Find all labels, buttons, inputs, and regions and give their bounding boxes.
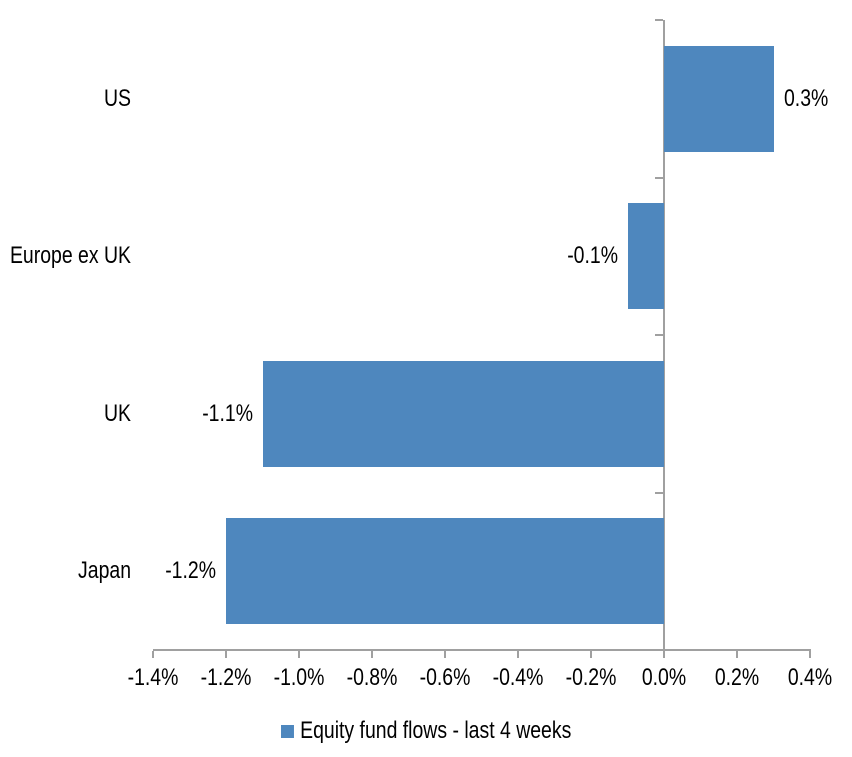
x-tick (444, 651, 446, 658)
category-tick (655, 176, 663, 179)
x-tick-label: -0.2% (565, 664, 617, 691)
legend: Equity fund flows - last 4 weeks (81, 716, 771, 746)
legend-marker (280, 724, 294, 738)
category-label-japan: Japan (78, 557, 131, 585)
value-axis-line (153, 649, 811, 651)
plot-area: -1.4% -1.2% -1.0% -0.8% -0.6% -0.4% -0.2% 0.0% 0… (9, 19, 833, 691)
x-tick (225, 651, 227, 658)
category-tick (655, 649, 663, 651)
x-tick-label: -1.4% (127, 664, 179, 691)
x-tick-label: -1.0% (273, 664, 325, 691)
category-tick (655, 491, 663, 494)
x-tick (517, 651, 519, 658)
bar-us (664, 45, 774, 152)
x-tick-label: 0.0% (641, 664, 687, 691)
x-tick (809, 651, 811, 658)
x-tick (736, 651, 738, 658)
x-tick (590, 651, 592, 658)
x-tick-label: 0.4% (787, 664, 833, 691)
x-tick-label: 0.2% (714, 664, 760, 691)
category-tick (655, 19, 663, 21)
data-label: 0.3% (783, 84, 828, 112)
x-tick-label: -0.8% (346, 664, 398, 691)
category-label-uk: UK (103, 399, 131, 427)
data-label: -0.1% (566, 242, 618, 270)
bar-japan (226, 518, 664, 625)
category-axis-line (663, 20, 665, 651)
data-label: -1.1% (201, 399, 253, 427)
category-tick (655, 334, 663, 336)
x-tick (152, 651, 154, 658)
bar-uk (262, 360, 664, 467)
data-label: -1.2% (165, 557, 216, 585)
x-tick-label: -1.2% (200, 664, 252, 691)
x-tick-label: -0.6% (419, 664, 471, 691)
x-tick-label: -0.4% (492, 664, 544, 691)
x-tick (663, 651, 665, 658)
category-label-europe-ex-uk: Europe ex UK (9, 242, 132, 270)
x-tick (371, 651, 373, 658)
bar-europe-ex-uk (627, 203, 664, 310)
category-label-us: US (103, 84, 131, 112)
legend-label: Equity fund flows - last 4 weeks (300, 717, 572, 744)
x-tick (298, 651, 300, 658)
